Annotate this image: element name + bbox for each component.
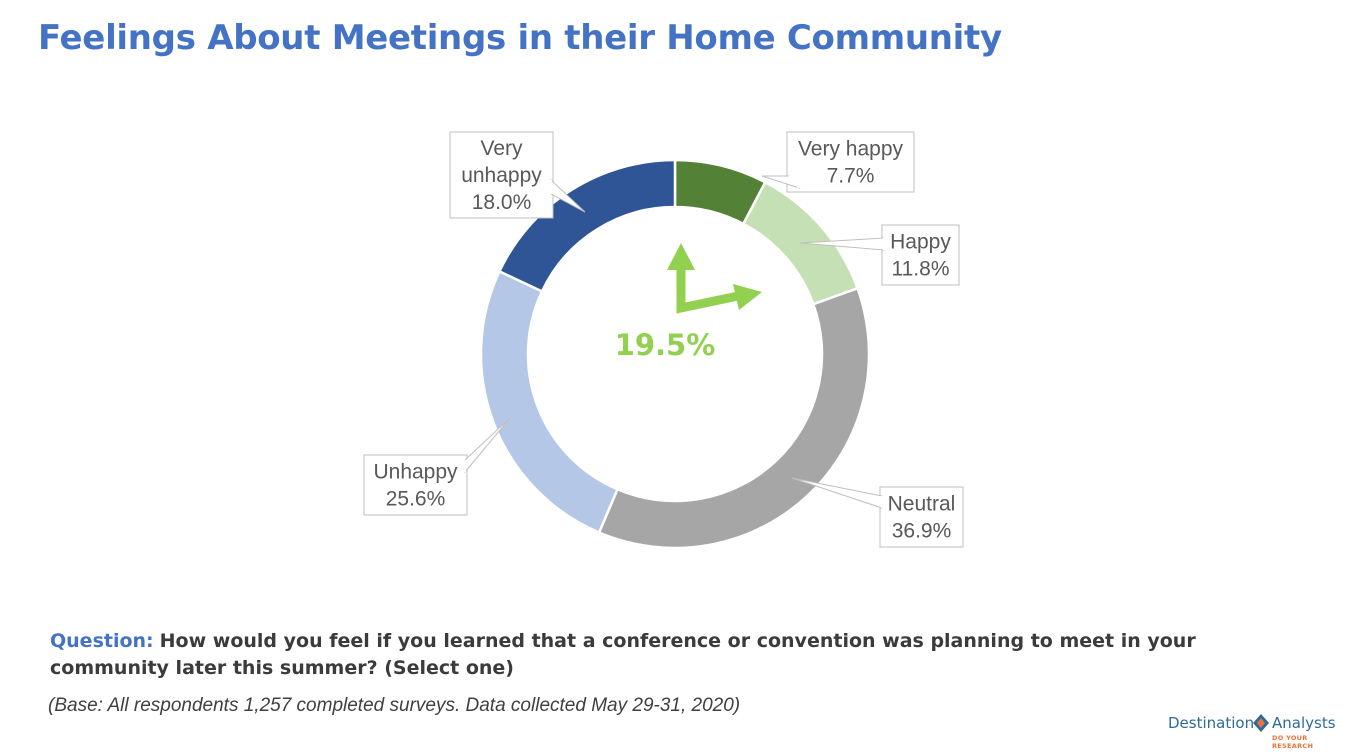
category-label-unhappy: Unhappy: [373, 461, 458, 484]
category-label-very-unhappy: unhappy: [461, 164, 542, 187]
callout-box-neutral: [879, 486, 964, 548]
data-label-very-happy: 7.7%: [827, 165, 875, 188]
diamond-logo-icon: [1253, 714, 1269, 732]
donut-chart: Very happy 7.7% Happy 11.8% Neutral 36.9% Unha…: [363, 131, 964, 550]
callout-happy: Happy 11.8%: [799, 224, 960, 286]
callout-box-very-unhappy: [449, 131, 554, 219]
data-label-unhappy: 25.6%: [386, 488, 446, 511]
callout-very-happy: Very happy 7.7%: [761, 131, 915, 193]
callout-neutral: Neutral 36.9%: [791, 477, 964, 548]
category-label-happy: Happy: [890, 231, 951, 254]
brand-logo: Destination Analysts DO YOUR RESEARCH: [1168, 712, 1343, 750]
callout-box-very-happy: [786, 131, 915, 193]
logo-word-analysts: Analysts: [1272, 714, 1336, 732]
data-label-neutral: 36.9%: [892, 520, 952, 543]
category-label-very-unhappy: Very: [480, 137, 523, 160]
slice-neutral: [597, 286, 871, 550]
callouts-group: Very happy 7.7% Happy 11.8% Neutral 36.9% Unha…: [363, 131, 964, 548]
category-label-very-happy: Very happy: [798, 138, 904, 161]
question-text: Question: How would you feel if you learn…: [50, 628, 1280, 682]
callout-box-unhappy: [363, 454, 468, 516]
slice-unhappy: [479, 269, 620, 535]
page-title: Feelings About Meetings in their Home Co…: [38, 18, 1002, 58]
question-label: Question:: [50, 630, 154, 652]
question-body: How would you feel if you learned that a…: [50, 630, 1196, 679]
logo-tagline: DO YOUR RESEARCH: [1272, 734, 1314, 750]
base-note: (Base: All respondents 1,257 completed s…: [48, 695, 741, 716]
callout-very-unhappy: Very unhappy 18.0%: [449, 131, 586, 219]
callout-unhappy: Unhappy 25.6%: [363, 417, 511, 516]
data-label-very-unhappy: 18.0%: [472, 191, 532, 214]
data-label-happy: 11.8%: [892, 258, 950, 281]
increase-arrow-icon: [667, 243, 762, 314]
callout-box-happy: [881, 224, 960, 286]
center-value: 19.5%: [615, 328, 716, 362]
logo-word-destination: Destination: [1168, 714, 1255, 732]
slices-group: [479, 158, 871, 550]
category-label-neutral: Neutral: [888, 493, 956, 516]
